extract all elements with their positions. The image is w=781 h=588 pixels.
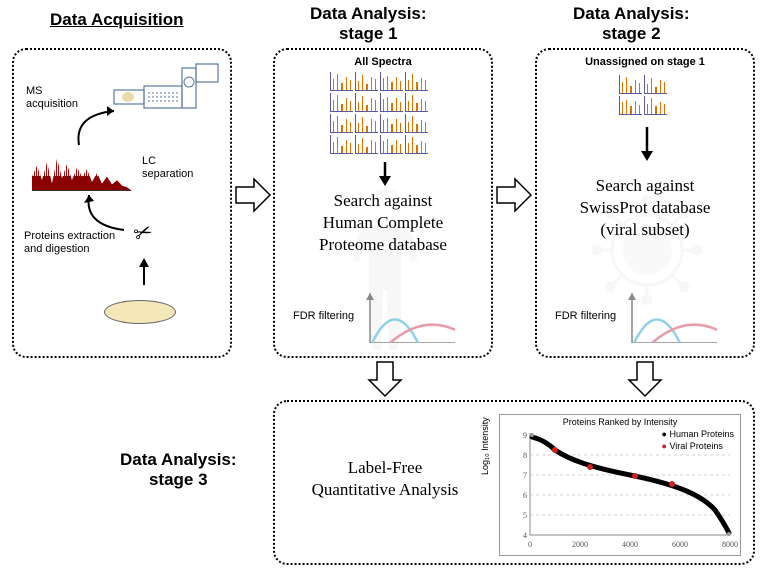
acquisition-panel: MS acquisition LC separation Proteins ex… [12,48,232,358]
stage3-title: Data Analysis: stage 3 [120,450,237,489]
svg-text:4000: 4000 [622,540,638,549]
arrow-stage2-to-stage3 [625,360,665,398]
stage3-panel: Label-Free Quantitative Analysis Protein… [273,400,755,565]
arrow-sample-to-digest [134,255,154,290]
stage2-spectra-grid [619,75,666,114]
arrow-acq-to-stage1 [234,175,272,215]
stage2-subtitle: Unassigned on stage 1 [537,56,753,68]
plot-svg: 4 5 6 7 8 9 0 2000 4000 6000 8000 [500,415,740,555]
acquisition-title: Data Acquisition [50,10,184,30]
stage1-arrow-down [375,160,395,188]
stage1-fdr-label: FDR filtering [293,310,354,323]
svg-text:6: 6 [523,491,527,500]
stage2-title: Data Analysis: stage 2 [573,4,690,43]
stage1-subtitle: All Spectra [275,56,491,68]
petri-dish-icon [104,300,176,324]
arrow-lc-to-ms [69,105,124,150]
plot-ylabel: Log₁₀ Intensity [480,417,491,475]
ms-instrument-diagram [112,60,222,115]
arrow-stage1-to-stage2 [495,175,533,215]
stage1-body: Search against Human Complete Proteome d… [275,190,491,256]
svg-text:0: 0 [528,540,532,549]
svg-text:8000: 8000 [722,540,738,549]
svg-text:5: 5 [523,511,527,520]
stage2-fdr-plot [622,288,717,343]
stage2-body: Search against SwissProt database (viral… [537,175,753,241]
svg-text:6000: 6000 [672,540,688,549]
svg-text:7: 7 [523,471,527,480]
scissors-icon: ✂ [130,218,156,249]
extraction-label: Proteins extraction and digestion [24,230,115,256]
stage2-arrow-down [637,125,657,165]
stage1-panel: All Spectra Search against Human Complet… [273,48,493,358]
lc-label: LC separation [142,155,193,181]
intensity-rank-plot: Proteins Ranked by Intensity ● Human Pro… [499,414,741,556]
stage2-panel: Unassigned on stage 1 Search against Swi… [535,48,755,358]
svg-text:8: 8 [523,451,527,460]
arrow-digest-to-lc [84,190,134,235]
stage3-body: Label-Free Quantitative Analysis [285,457,485,501]
arrow-stage1-to-stage3 [365,360,405,398]
lc-chromatogram [32,155,132,191]
stage1-fdr-plot [360,288,455,343]
stage1-spectra-grid [330,72,427,153]
stage2-fdr-label: FDR filtering [555,310,616,323]
svg-text:2000: 2000 [572,540,588,549]
stage1-title: Data Analysis: stage 1 [310,4,427,43]
svg-text:4: 4 [523,531,527,540]
svg-text:9: 9 [523,431,527,440]
